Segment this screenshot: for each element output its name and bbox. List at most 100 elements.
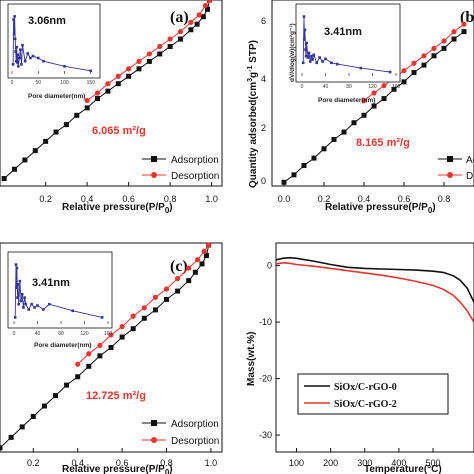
desorption-point bbox=[126, 66, 132, 72]
adsorption-point bbox=[41, 403, 47, 409]
adsorption-point bbox=[74, 112, 80, 118]
panel-a: (a) 0.2 0.4 0.6 0.8 1.0 Relative pressure(P/… bbox=[0, 0, 223, 215]
panel-c-legend: Adsorption Desorption bbox=[142, 419, 219, 447]
panel-a-inset-series bbox=[11, 15, 93, 73]
inset-point bbox=[17, 302, 20, 306]
adsorption-point bbox=[53, 129, 59, 135]
adsorption-point bbox=[136, 66, 142, 72]
adsorption-point bbox=[301, 163, 307, 169]
desorption-point bbox=[115, 73, 121, 79]
inset-point bbox=[15, 61, 19, 64]
inset-point bbox=[26, 52, 30, 55]
inset-point bbox=[13, 37, 17, 41]
x-tick-label: 0.6 bbox=[116, 458, 129, 468]
desorption-point bbox=[411, 60, 417, 66]
desorption-point bbox=[177, 29, 184, 35]
desorption-point bbox=[94, 90, 101, 96]
desorption-point bbox=[105, 81, 111, 87]
inset-x-tick-label: 120 bbox=[368, 84, 377, 90]
desorption-point bbox=[157, 43, 163, 50]
inset-point bbox=[19, 299, 23, 303]
panel-a-inset-frame bbox=[7, 3, 101, 79]
desorption-point bbox=[196, 12, 202, 18]
panel-b-inset-frame bbox=[295, 3, 401, 83]
legend-marker-desorption bbox=[447, 172, 453, 178]
panel-d: Mass(wt.%) 0 -10 -20 -30 100 200 300 400 500 Te… bbox=[246, 242, 474, 474]
desorption-point bbox=[186, 265, 192, 271]
panel-a-inset-x-ticks: 0 50 100 150 bbox=[11, 71, 95, 86]
panel-b-inset-x-label: Pore diameter(nm) bbox=[318, 97, 375, 104]
adsorption-point bbox=[321, 146, 327, 152]
inset-point bbox=[335, 62, 339, 66]
adsorption-point bbox=[175, 288, 181, 294]
panel-d-x-axis-label: Temperature(°C) bbox=[364, 464, 442, 474]
inset-point bbox=[330, 61, 333, 65]
inset-point bbox=[15, 286, 18, 289]
legend-label-sioxc-rgo-2: SiOx/C-rGO-2 bbox=[334, 399, 397, 410]
desorption-point bbox=[461, 21, 467, 27]
y-tick-label: -20 bbox=[259, 374, 272, 384]
x-tick-label: 1.0 bbox=[205, 194, 218, 204]
adsorption-point bbox=[371, 103, 377, 109]
adsorption-point bbox=[19, 424, 25, 430]
adsorption-point bbox=[64, 382, 70, 388]
adsorption-point bbox=[311, 155, 317, 161]
adsorption-point bbox=[461, 29, 467, 35]
inset-point bbox=[302, 15, 306, 18]
adsorption-point bbox=[152, 307, 158, 313]
inset-point bbox=[324, 57, 327, 61]
inset-point bbox=[100, 316, 104, 319]
y-tick-label: -30 bbox=[259, 430, 272, 440]
inset-x-tick-label: 0 bbox=[13, 331, 16, 337]
x-tick-label: 200 bbox=[323, 458, 338, 468]
panel-d-y-axis-label: Mass(wt.%) bbox=[246, 332, 257, 386]
x-tick-label: 300 bbox=[357, 458, 372, 468]
adsorption-point bbox=[401, 79, 407, 85]
inset-point bbox=[23, 296, 26, 299]
panel-b-inset-x-ticks: 0 40 80 120 160 bbox=[301, 73, 400, 90]
panel-a-series bbox=[1, 0, 213, 182]
panel-a-inset: 3.06nm 0 50 100 150 Pore diameter(nm) bbox=[7, 3, 101, 100]
panel-d-legend: SiOx/C-rGO-0 SiOx/C-rGO-2 bbox=[297, 373, 449, 415]
adsorption-point bbox=[188, 27, 194, 33]
inset-point bbox=[12, 33, 16, 36]
panel-b-plot-frame bbox=[271, 0, 474, 187]
adsorption-point bbox=[119, 334, 125, 340]
adsorption-point bbox=[43, 138, 49, 144]
panel-c-x-axis-label: Relative pressure(P/P0) bbox=[62, 464, 173, 474]
inset-point bbox=[22, 306, 25, 309]
series-line-siox-c-rgo-2 bbox=[275, 261, 474, 323]
panel-b-inset: dV/dlog(w)(cm³g⁻¹) 3.41nm 0 40 80 120 160 Po… bbox=[289, 3, 401, 104]
svg-text:0: 0 bbox=[261, 176, 266, 186]
legend-label-sioxc-rgo-0: SiOx/C-rGO-0 bbox=[334, 382, 397, 393]
desorption-point bbox=[206, 242, 212, 248]
inset-point bbox=[16, 296, 19, 299]
inset-x-tick-label: 50 bbox=[35, 80, 41, 86]
desorption-point bbox=[152, 294, 158, 300]
panel-c: (c) 0.2 0.4 0.6 0.8 1.0 Relative pressure(P/… bbox=[0, 242, 223, 474]
panel-a-inset-peak-label: 3.06nm bbox=[28, 15, 66, 27]
x-tick-label: 100 bbox=[289, 458, 304, 468]
inset-point bbox=[29, 56, 32, 60]
y-tick-label: -10 bbox=[259, 317, 272, 327]
panel-b-inset-peak-label: 3.41nm bbox=[324, 26, 362, 38]
adsorption-point bbox=[341, 129, 347, 135]
inset-point bbox=[11, 63, 15, 66]
x-tick-label: 0.6 bbox=[398, 194, 411, 204]
inset-point bbox=[36, 304, 39, 307]
panel-c-surface-area: 12.725 m²/g bbox=[86, 390, 146, 402]
adsorption-point bbox=[178, 36, 184, 42]
inset-point bbox=[14, 263, 18, 266]
adsorption-point bbox=[451, 36, 457, 42]
legend-marker-adsorption bbox=[447, 156, 453, 162]
adsorption-point bbox=[97, 353, 103, 359]
inset-x-tick-label: 100 bbox=[60, 80, 69, 86]
panel-d-series bbox=[275, 256, 474, 323]
adsorption-point bbox=[53, 393, 58, 399]
panel-b-series bbox=[281, 21, 467, 185]
panel-d-y-ticks: 0 -10 -20 -30 bbox=[259, 261, 280, 440]
panel-c-inset-x-ticks: 0 40 80 120 160 bbox=[13, 321, 112, 337]
inset-point bbox=[312, 53, 316, 57]
inset-point bbox=[318, 56, 321, 59]
desorption-point bbox=[202, 2, 209, 9]
